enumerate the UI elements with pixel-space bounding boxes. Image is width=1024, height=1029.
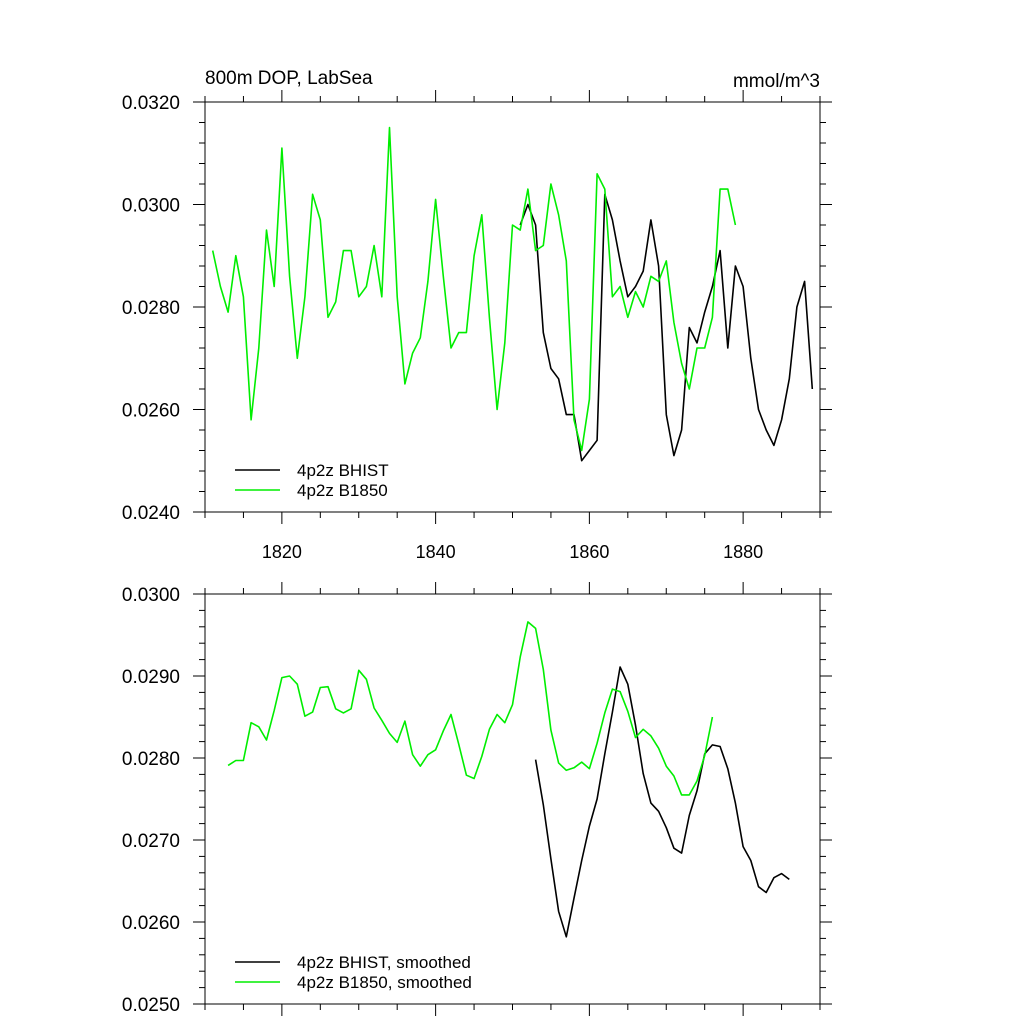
legend-label: 4p2z B1850 [297, 481, 388, 500]
top-panel: 1820 1840 1860 1880 0.0240 0.0260 0.0280 0.0300… [122, 68, 832, 562]
x-tick-label: 1840 [416, 542, 456, 562]
x-tick-label: 1880 [723, 542, 763, 562]
y-tick-label: 0.0260 [122, 913, 180, 934]
y-tick-label: 0.0240 [122, 503, 180, 524]
y-tick-label: 0.0280 [122, 298, 180, 319]
y-tick-label: 0.0280 [122, 749, 180, 770]
series-line-bhist [519, 193, 814, 462]
series-line-bhist [534, 666, 790, 938]
y-tick-label: 0.0290 [122, 667, 180, 688]
y-tick-label: 0.0300 [122, 585, 180, 606]
x-tick-label: 1860 [569, 542, 609, 562]
plot-frame [204, 593, 821, 1005]
plot-frame [204, 101, 821, 513]
y-tick-label: 0.0320 [122, 93, 180, 114]
y-tick-label: 0.0300 [122, 196, 180, 217]
legend-label: 4p2z BHIST [297, 461, 389, 480]
legend-label: 4p2z B1850, smoothed [297, 973, 472, 992]
units-label: mmol/m^3 [733, 71, 820, 92]
series-line-b1850 [227, 621, 714, 796]
y-tick-label: 0.0270 [122, 831, 180, 852]
chart-title: 800m DOP, LabSea [205, 68, 373, 89]
legend-label: 4p2z BHIST, smoothed [297, 953, 471, 972]
series-line-b1850 [211, 126, 737, 452]
bottom-panel: 0.0250 0.0260 0.0270 0.0280 0.0290 0.0300 4p2z… [122, 582, 832, 1016]
y-tick-label: 0.0250 [122, 995, 180, 1016]
x-tick-label: 1820 [262, 542, 302, 562]
y-tick-label: 0.0260 [122, 401, 180, 422]
